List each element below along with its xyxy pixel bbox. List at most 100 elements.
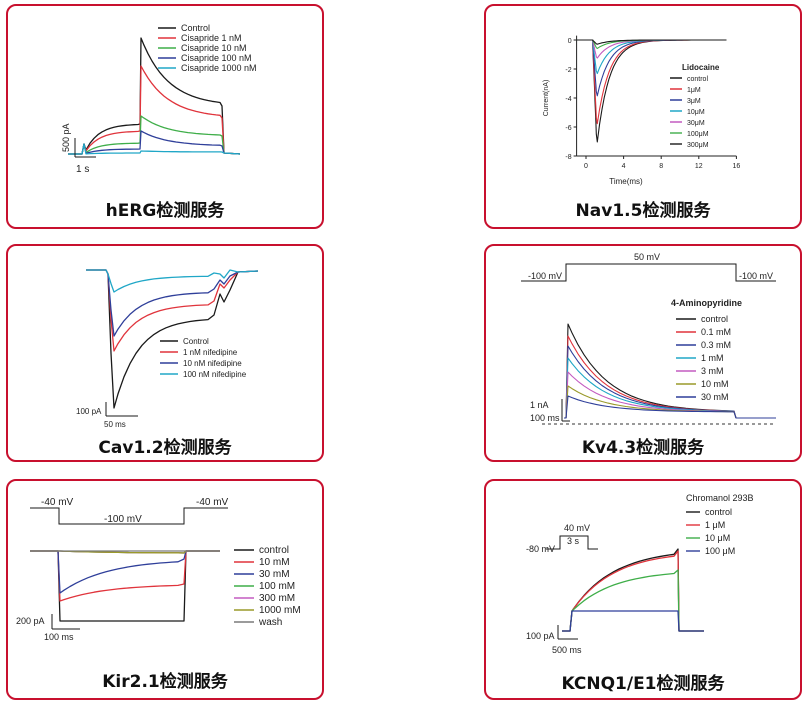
cav12-card: Control 1 nM nifedipine 10 nM nifedipine 10…	[6, 244, 324, 462]
cav12-legend-label: 1 nM nifedipine	[183, 348, 238, 357]
kcnq1-card: Chromanol 293B -80 mV 40 mV 3 s control 1…	[484, 479, 802, 700]
kir21-legend-label: 300 mM	[259, 593, 295, 604]
kcnq1-chart: Chromanol 293B -80 mV 40 mV 3 s control 1…	[526, 493, 754, 655]
kv43-trace	[564, 335, 776, 419]
nav15-ylabel: Current(nA)	[543, 80, 550, 117]
cav12-trace	[86, 269, 259, 409]
kir21-protocol-line	[30, 507, 228, 525]
kv43-legend-label: 30 mM	[701, 392, 729, 402]
cav12-traces	[86, 269, 259, 409]
kcnq1-legend-label: control	[705, 507, 732, 517]
kcnq1-legend: control 1 μM 10 μM 100 μM	[686, 507, 735, 556]
kv43-protocol-step: 50 mV	[634, 252, 660, 262]
kv43-legend-label: 0.1 mM	[701, 327, 731, 337]
nav15-legend-label: 10μM	[687, 109, 705, 116]
nav15-legend: control 1μM 3μM 10μM 30μM 100μM 300μM	[670, 76, 709, 149]
kir21-protocol-step: -100 mV	[104, 514, 142, 525]
kv43-legend-label: 0.3 mM	[701, 340, 731, 350]
kir21-legend-label: 30 mM	[259, 569, 290, 580]
cav12-legend-label: 100 nM nifedipine	[183, 370, 247, 379]
herg-trace	[68, 143, 241, 155]
nav15-trace	[576, 39, 727, 45]
kv43-protocol-hold: -100 mV	[528, 271, 562, 281]
herg-legend-label: Control	[181, 23, 210, 33]
kcnq1-protocol-line	[546, 535, 598, 550]
kv43-legend-title: 4-Aminopyridine	[671, 298, 742, 308]
nav15-y-tick-label: -4	[565, 96, 571, 103]
kir21-card: -40 mV -100 mV -40 mV control 10 mM 30 mM 1…	[6, 479, 324, 700]
cav12-chart: Control 1 nM nifedipine 10 nM nifedipine 10…	[76, 269, 259, 429]
nav15-legend-label: 300μM	[687, 142, 709, 149]
kir21-trace	[30, 550, 220, 602]
herg-scale-y-label: 500 pA	[61, 123, 71, 152]
kv43-legend: control 0.1 mM 0.3 mM 1 mM 3 mM 10 mM 30 mM	[676, 314, 731, 402]
nav15-card: 0 4 8 12 16 0 -2 -4 -6 -8 Lidocaine control 1μM 3μM…	[484, 4, 802, 229]
cav12-legend-label: Control	[183, 337, 209, 346]
kir21-scale-y-label: 200 pA	[16, 616, 45, 626]
herg-scale-x-label: 1 s	[76, 164, 89, 175]
kir21-legend-label: 10 mM	[259, 557, 290, 568]
kv43-legend-label: 3 mM	[701, 366, 724, 376]
nav15-traces	[576, 39, 727, 143]
nav15-x-tick-label: 16	[733, 163, 741, 170]
herg-traces	[68, 37, 241, 155]
kv43-traces	[542, 323, 776, 425]
nav15-y-tick-label: 0	[568, 38, 572, 45]
herg-legend-label: Cisapride 10 nM	[181, 43, 247, 53]
cav12-scale-y-label: 100 pA	[76, 407, 102, 416]
kv43-scale-x-label: 100 ms	[530, 413, 560, 423]
kv43-scale-y-label: 1 nA	[530, 400, 549, 410]
kir21-legend-label: control	[259, 545, 289, 556]
nav15-y-tick-label: -2	[565, 67, 571, 74]
nav15-x-tick-label: 12	[695, 163, 703, 170]
herg-trace	[68, 65, 241, 155]
nav15-legend-label: 30μM	[687, 120, 705, 127]
cav12-legend-label: 10 nM nifedipine	[183, 359, 242, 368]
herg-legend-label: Cisapride 1000 nM	[181, 63, 257, 73]
nav15-xlabel: Time(ms)	[609, 177, 643, 186]
nav15-trace	[576, 39, 727, 59]
cav12-scale-x-label: 50 ms	[104, 420, 126, 429]
kv43-trace	[564, 385, 776, 419]
nav15-title: Nav1.5检测服务	[575, 201, 711, 221]
kcnq1-protocol-duration: 3 s	[567, 536, 580, 546]
kcnq1-traces	[562, 548, 704, 632]
kcnq1-trace	[562, 610, 704, 632]
herg-legend-label: Cisapride 100 nM	[181, 53, 252, 63]
nav15-axes: 0 4 8 12 16 0 -2 -4 -6 -8	[565, 35, 741, 170]
kv43-card: -100 mV 50 mV -100 mV 4-Aminopyridine co…	[484, 244, 802, 462]
kv43-chart: -100 mV 50 mV -100 mV 4-Aminopyridine co…	[521, 252, 776, 425]
kir21-traces	[30, 550, 220, 622]
kcnq1-trace	[562, 548, 704, 632]
cav12-trace	[86, 269, 259, 293]
herg-trace	[68, 37, 241, 155]
kcnq1-title: KCNQ1/E1检测服务	[561, 674, 725, 694]
nav15-x-tick-label: 8	[659, 163, 663, 170]
kir21-legend-label: 100 mM	[259, 581, 295, 592]
kv43-title: Kv4.3检测服务	[581, 438, 705, 458]
cav12-legend: Control 1 nM nifedipine 10 nM nifedipine 10…	[160, 337, 247, 379]
nav15-legend-title: Lidocaine	[682, 63, 720, 72]
kcnq1-scale-x-label: 500 ms	[552, 645, 582, 655]
kv43-legend-label: 1 mM	[701, 353, 724, 363]
kir21-legend-label: 1000 mM	[259, 605, 301, 616]
kv43-legend-label: 10 mM	[701, 379, 729, 389]
nav15-legend-label: 1μM	[687, 87, 701, 94]
kv43-protocol-line	[521, 263, 776, 282]
herg-legend-label: Cisapride 1 nM	[181, 33, 242, 43]
kcnq1-scale-y-label: 100 pA	[526, 631, 555, 641]
nav15-legend-label: control	[687, 76, 708, 83]
kcnq1-legend-label: 10 μM	[705, 533, 730, 543]
cav12-title: Cav1.2检测服务	[98, 438, 232, 458]
nav15-y-tick-label: -6	[565, 125, 571, 132]
herg-trace	[68, 130, 241, 155]
nav15-x-tick-label: 0	[584, 163, 588, 170]
kcnq1-trace	[562, 569, 704, 632]
kir21-trace	[30, 550, 220, 622]
herg-title: hERG检测服务	[105, 201, 225, 221]
nav15-legend-label: 3μM	[687, 98, 701, 105]
kir21-trace	[30, 550, 220, 594]
kv43-legend-label: control	[701, 314, 728, 324]
